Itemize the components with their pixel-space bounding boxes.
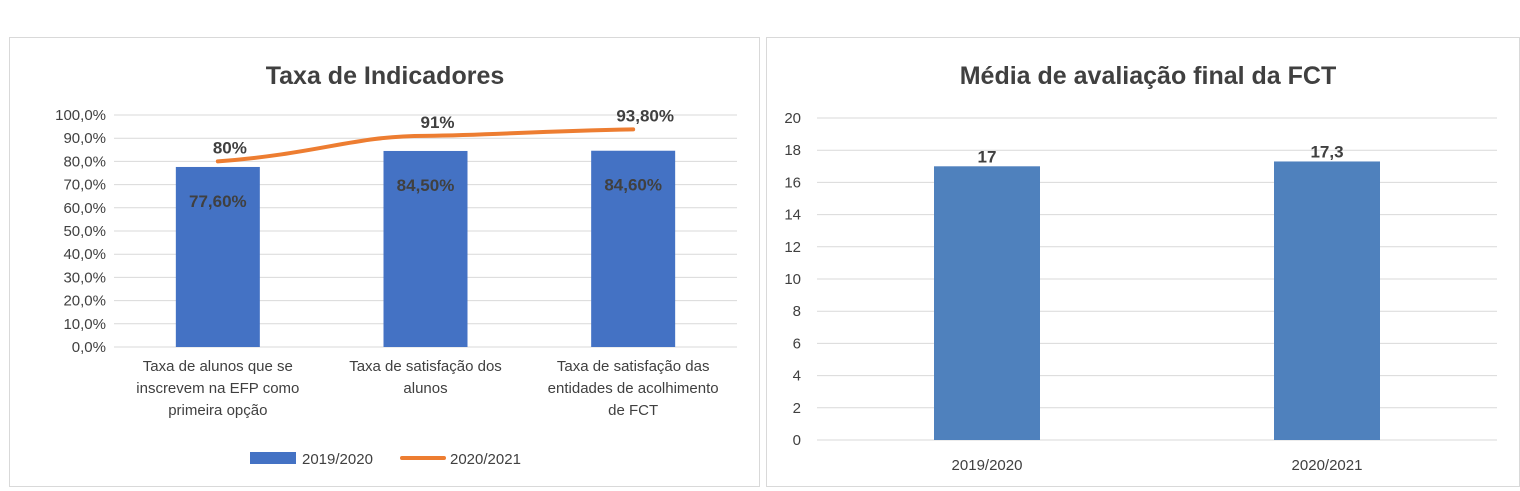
chart-panel-media-fct: Média de avaliação final da FCT 0 2 4 6 8 10 1… — [766, 37, 1520, 487]
bar-media-fct — [934, 166, 1040, 441]
chart-indicadores: Taxa de Indicadores 0,0% 10,0% 20,0% 30,0% 4… — [55, 62, 737, 468]
x-category-label: Taxa de satisfação das entidades de acolh… — [548, 358, 719, 419]
y-tick-label: 60,0% — [63, 200, 106, 217]
chart-title: Taxa de Indicadores — [266, 62, 505, 90]
x-category-label: 2019/2020 — [952, 457, 1023, 474]
bar-data-label: 17 — [978, 147, 997, 166]
chart-media-fct: Média de avaliação final da FCT 0 2 4 6 8 10 1… — [784, 62, 1497, 474]
y-tick-label: 10,0% — [63, 316, 106, 333]
bar-media-fct — [1274, 161, 1380, 440]
line-data-label: 91% — [420, 113, 454, 132]
x-category-label-line: inscrevem na EFP como — [136, 380, 299, 397]
legend-label-2020-2021: 2020/2021 — [450, 451, 521, 468]
y-tick-label: 0 — [793, 432, 801, 449]
line-data-label: 80% — [213, 138, 247, 157]
legend-swatch-2019-2020 — [250, 452, 296, 464]
chart-panel-indicadores: Taxa de Indicadores 0,0% 10,0% 20,0% 30,0% 4… — [9, 37, 760, 487]
x-category-label-line: de FCT — [608, 402, 658, 419]
y-tick-label: 20,0% — [63, 293, 106, 310]
bar-data-label: 77,60% — [189, 192, 247, 211]
y-tick-label: 4 — [793, 368, 801, 385]
x-category-label-line: Taxa de satisfação das — [557, 358, 710, 375]
bar-data-label: 17,3 — [1310, 142, 1343, 161]
y-tick-label: 80,0% — [63, 153, 106, 170]
y-tick-label: 90,0% — [63, 130, 106, 147]
y-tick-label: 20 — [784, 110, 801, 127]
x-category-label-line: primeira opção — [168, 402, 267, 419]
line-data-label: 93,80% — [616, 106, 674, 125]
y-tick-label: 14 — [784, 207, 801, 224]
y-tick-label: 40,0% — [63, 246, 106, 263]
y-tick-label: 18 — [784, 142, 801, 159]
bar-2019-2020 — [175, 166, 260, 347]
x-category-label-line: alunos — [403, 380, 447, 397]
y-tick-label: 0,0% — [72, 339, 106, 356]
x-category-label: Taxa de satisfação dos alunos — [349, 358, 502, 397]
y-tick-label: 2 — [793, 400, 801, 417]
y-tick-label: 8 — [793, 303, 801, 320]
x-category-label: 2020/2021 — [1292, 457, 1363, 474]
y-tick-label: 30,0% — [63, 269, 106, 286]
bar-2019-2020 — [591, 150, 676, 347]
bar-data-label: 84,60% — [604, 176, 662, 195]
x-category-label-line: Taxa de satisfação dos — [349, 358, 502, 375]
y-tick-label: 50,0% — [63, 223, 106, 240]
x-category-label-line: entidades de acolhimento — [548, 380, 719, 397]
y-tick-label: 100,0% — [55, 107, 106, 124]
bar-data-label: 84,50% — [397, 176, 455, 195]
x-category-label: Taxa de alunos que se inscrevem na EFP co… — [136, 358, 299, 419]
y-tick-label: 16 — [784, 174, 801, 191]
y-tick-label: 10 — [784, 271, 801, 288]
bar-2019-2020 — [383, 150, 468, 347]
chart-title: Média de avaliação final da FCT — [960, 62, 1337, 90]
line-2020-2021 — [215, 127, 636, 164]
legend-label-2019-2020: 2019/2020 — [302, 451, 373, 468]
y-tick-label: 6 — [793, 335, 801, 352]
y-tick-label: 12 — [784, 239, 801, 256]
x-category-label-line: Taxa de alunos que se — [143, 358, 293, 375]
y-tick-label: 70,0% — [63, 177, 106, 194]
